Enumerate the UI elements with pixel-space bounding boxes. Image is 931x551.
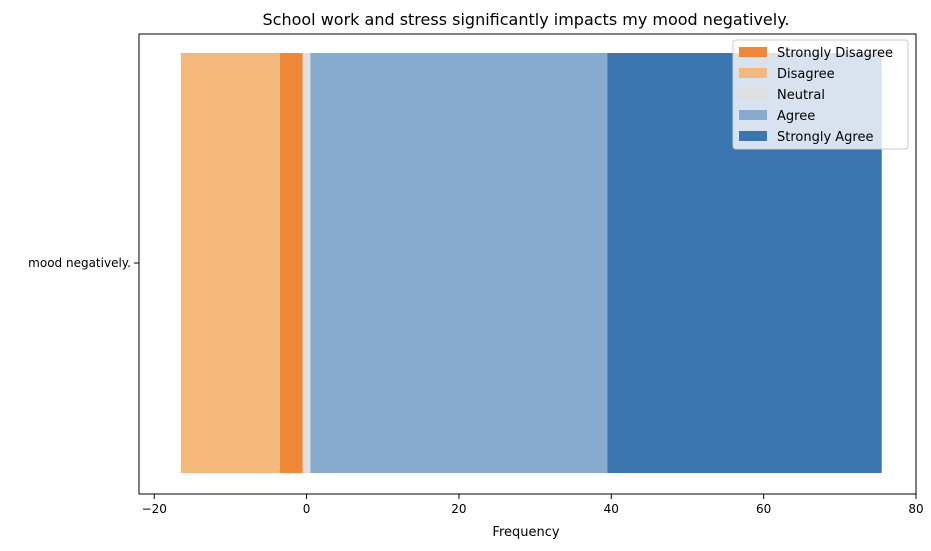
bar-agree	[310, 53, 608, 473]
legend-label: Strongly Agree	[777, 130, 874, 145]
x-tick-label: −20	[142, 502, 167, 516]
chart-title: School work and stress significantly imp…	[263, 10, 790, 29]
plot-frame	[138, 33, 917, 495]
x-tick-label: 60	[756, 502, 771, 516]
x-tick-label: 40	[604, 502, 619, 516]
bar-strongly-disagree	[279, 53, 303, 473]
x-tick-label: 80	[908, 502, 923, 516]
legend-label: Neutral	[777, 88, 825, 103]
x-tick-label: 0	[303, 502, 311, 516]
legend-box	[732, 39, 909, 150]
legend-label: Strongly Disagree	[777, 46, 893, 61]
x-axis-label: Frequency	[492, 525, 559, 540]
legend-swatch	[739, 131, 767, 141]
legend-label: Disagree	[777, 67, 835, 82]
bar-disagree	[180, 53, 280, 473]
bar-neutral	[302, 53, 311, 473]
legend-swatch	[739, 47, 767, 57]
legend-label: Agree	[777, 109, 815, 124]
legend-swatch	[739, 68, 767, 78]
y-tick-label: mood negatively.	[28, 256, 131, 270]
legend-swatch	[739, 110, 767, 120]
y-axis: mood negatively.	[28, 256, 139, 270]
x-tick-label: 20	[451, 502, 466, 516]
legend: Strongly Disagree Disagree Neutral Agree Str…	[732, 39, 909, 150]
x-axis: −20 0 20 40 60 80	[142, 494, 924, 516]
legend-swatch	[739, 89, 767, 99]
